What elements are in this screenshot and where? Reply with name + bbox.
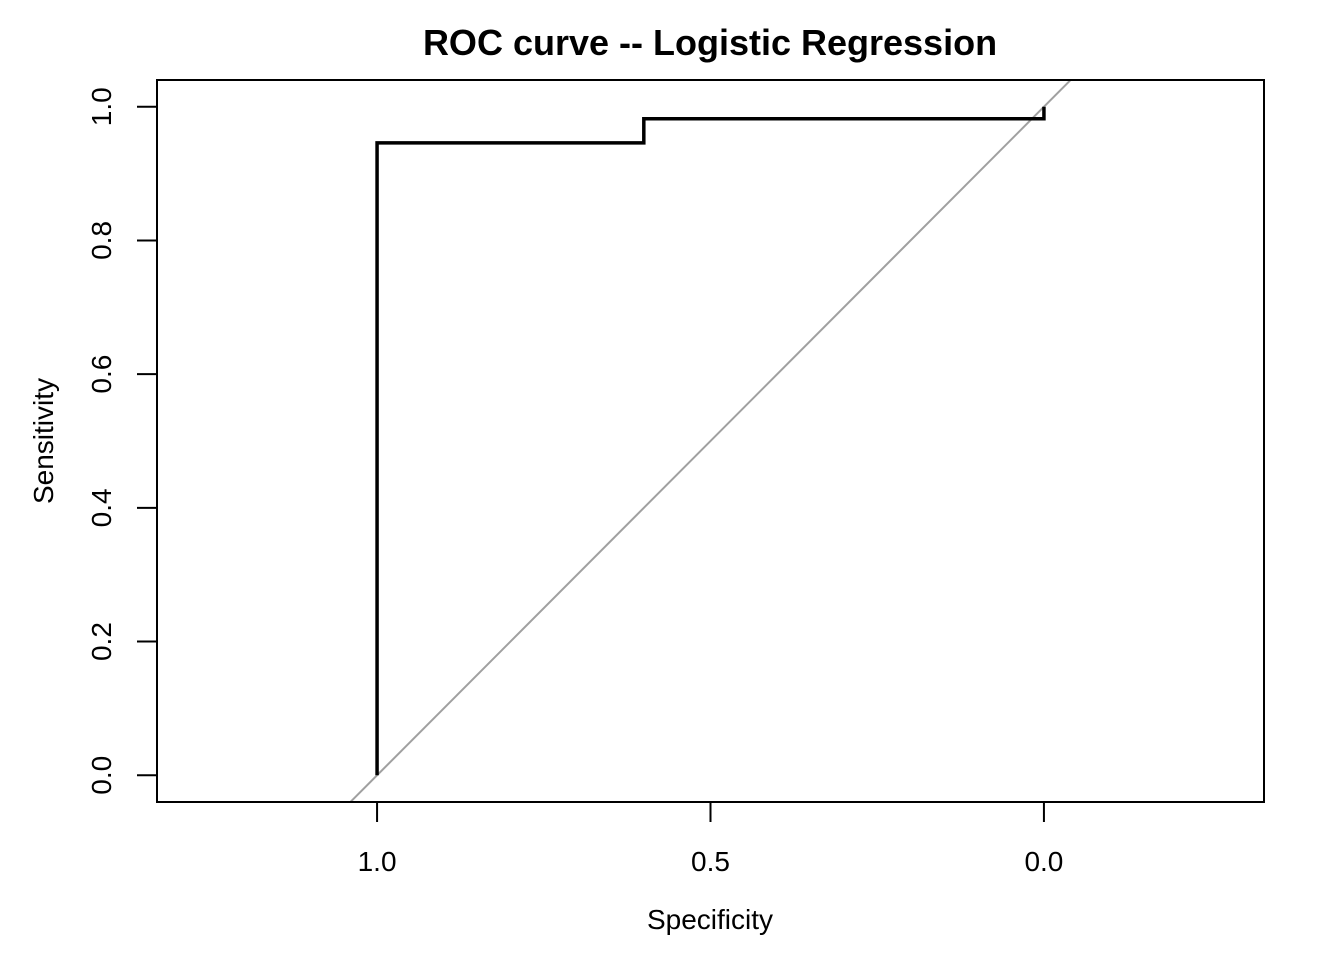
y-axis: 0.0 0.2 0.4 0.6 0.8 1.0 bbox=[86, 87, 158, 795]
x-axis: 1.0 0.5 0.0 bbox=[358, 801, 1063, 877]
y-tick-label: 0.4 bbox=[86, 488, 117, 527]
y-tick-label: 0.6 bbox=[86, 355, 117, 394]
x-tick-label: 0.5 bbox=[691, 846, 730, 877]
plot-content bbox=[348, 80, 1073, 802]
roc-curve-line bbox=[375, 106, 1046, 776]
chart-title: ROC curve -- Logistic Regression bbox=[423, 22, 997, 63]
x-tick-label: 1.0 bbox=[358, 846, 397, 877]
reference-diagonal-line bbox=[348, 80, 1073, 802]
y-tick-label: 0.8 bbox=[86, 221, 117, 260]
y-tick-label: 0.0 bbox=[86, 756, 117, 795]
y-axis-label: Sensitivity bbox=[28, 378, 59, 504]
x-tick-label: 0.0 bbox=[1024, 846, 1063, 877]
y-tick-label: 1.0 bbox=[86, 87, 117, 126]
x-axis-label: Specificity bbox=[647, 904, 773, 935]
y-tick-label: 0.2 bbox=[86, 622, 117, 661]
